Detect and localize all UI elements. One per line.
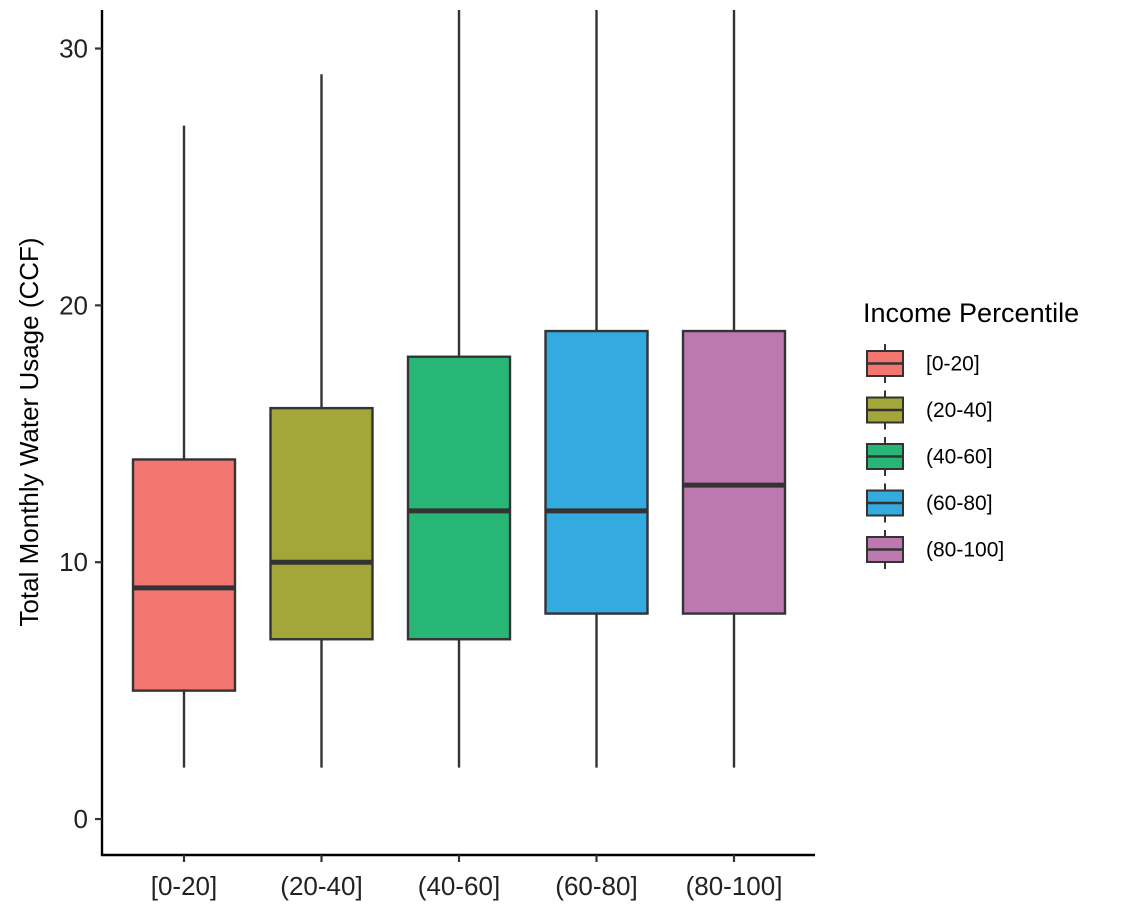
x-tick-label: [0-20] xyxy=(151,871,218,901)
legend-label: (20-40] xyxy=(926,399,993,422)
box-body xyxy=(406,355,512,641)
box-4 xyxy=(544,10,649,768)
box-body xyxy=(681,329,787,615)
y-axis-title: Total Monthly Water Usage (CCF) xyxy=(14,237,44,626)
x-tick-label: (40-60] xyxy=(418,871,500,901)
plot-area xyxy=(131,10,787,768)
y-tick-label: 20 xyxy=(59,290,88,320)
x-tick-label: (60-80] xyxy=(555,871,637,901)
box-2 xyxy=(269,74,374,768)
y-axis: 0 10 20 30 xyxy=(59,10,104,856)
box-1 xyxy=(131,125,237,768)
box-body xyxy=(269,406,374,641)
legend-label: (80-100] xyxy=(926,539,1004,562)
legend-title: Income Percentile xyxy=(863,298,1079,328)
legend-entry-4: (60-80] xyxy=(866,483,993,523)
x-axis: [0-20] (20-40] (40-60] (60-80] (80-100] xyxy=(101,853,815,901)
legend-label: [0-20] xyxy=(926,353,980,376)
legend-entry-3: (40-60] xyxy=(866,437,993,476)
box-5 xyxy=(681,10,787,768)
box-body xyxy=(544,329,649,615)
y-tick-label: 0 xyxy=(74,804,88,834)
x-tick-label: (80-100] xyxy=(686,871,783,901)
legend-entry-1: [0-20] xyxy=(866,344,980,383)
box-3 xyxy=(406,10,512,768)
legend-label: (40-60] xyxy=(926,446,993,469)
legend: Income Percentile [0-20] (20-40] (40-60] (6… xyxy=(863,298,1079,569)
legend-entry-2: (20-40] xyxy=(866,390,993,430)
legend-entry-5: (80-100] xyxy=(866,530,1004,569)
legend-label: (60-80] xyxy=(926,492,993,515)
y-tick-label: 10 xyxy=(59,547,88,577)
box-body xyxy=(131,458,237,692)
y-tick-label: 30 xyxy=(59,34,88,64)
x-tick-label: (20-40] xyxy=(280,871,362,901)
